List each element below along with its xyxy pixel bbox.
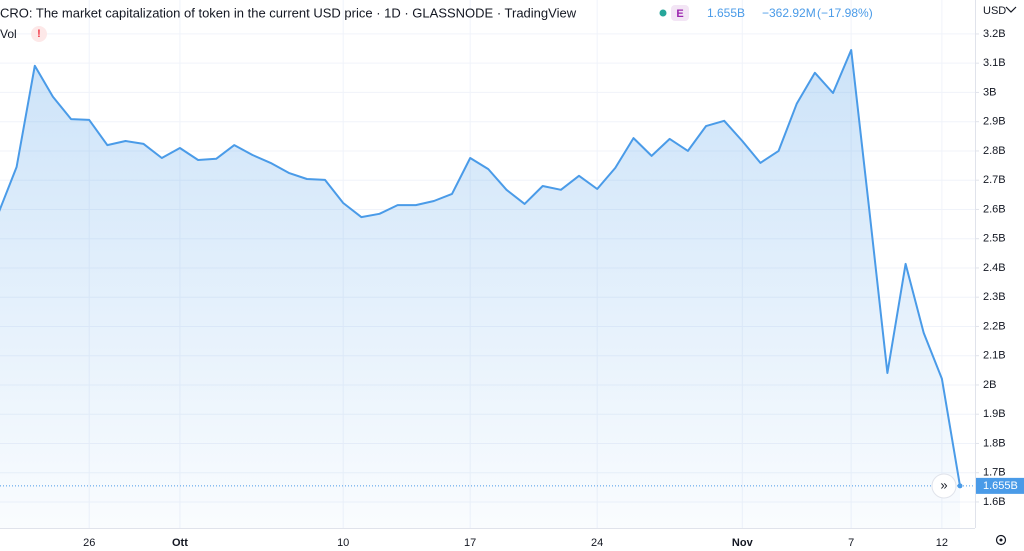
scroll-button[interactable] bbox=[931, 473, 957, 499]
unit-dropdown[interactable] bbox=[1005, 6, 1017, 13]
y-tick-label: 2.3B bbox=[983, 291, 1006, 303]
y-tick-label: 2.9B bbox=[983, 116, 1006, 128]
x-tick-label: 12 bbox=[936, 537, 948, 549]
warning-mark: ! bbox=[37, 28, 41, 40]
badge-box bbox=[671, 5, 689, 21]
y-tick-label: 1.6B bbox=[983, 496, 1006, 508]
y-tick-label: 3B bbox=[983, 86, 996, 98]
y-tick-label: 2B bbox=[983, 379, 996, 391]
scroll-icon: » bbox=[940, 477, 947, 492]
last-price-tag bbox=[976, 477, 1024, 494]
x-tick-label: 7 bbox=[848, 537, 854, 549]
chart-title: CRO: The market capitalization of token … bbox=[0, 5, 577, 20]
change: −362.92M bbox=[762, 6, 816, 20]
last-value: 1.655B bbox=[707, 6, 745, 20]
status-dot bbox=[659, 9, 667, 17]
y-tick-label: 1.7B bbox=[983, 467, 1006, 479]
badge: E bbox=[676, 8, 683, 20]
last-price-label: 1.655B bbox=[983, 480, 1018, 492]
area-fill bbox=[0, 50, 960, 528]
gear bbox=[995, 534, 1007, 546]
x-tick-label: 24 bbox=[591, 537, 603, 549]
last-point bbox=[957, 483, 963, 489]
x-tick-label: 10 bbox=[337, 537, 349, 549]
y-tick-label: 2.8B bbox=[983, 145, 1006, 157]
x-tick-label: Ott bbox=[172, 537, 188, 549]
x-tick-label: Nov bbox=[732, 537, 754, 549]
indicator: Vol bbox=[0, 27, 17, 41]
y-tick-label: 2.1B bbox=[983, 350, 1006, 362]
price-line bbox=[0, 49, 961, 487]
change-pct: (−17.98%) bbox=[817, 6, 873, 20]
y-tick-label: 1.8B bbox=[983, 437, 1006, 449]
y-tick-label: 2.2B bbox=[983, 320, 1006, 332]
y-tick-label: 2.6B bbox=[983, 203, 1006, 215]
y-tick-label: 3.2B bbox=[983, 28, 1006, 40]
gear-center bbox=[999, 538, 1003, 542]
x-tick-label: 17 bbox=[464, 537, 476, 549]
y-unit: USD bbox=[983, 5, 1006, 17]
warning-icon[interactable] bbox=[31, 26, 47, 42]
y-tick-label: 2.5B bbox=[983, 233, 1006, 245]
y-tick-label: 3.1B bbox=[983, 57, 1006, 69]
y-tick-label: 1.9B bbox=[983, 408, 1006, 420]
y-tick-label: 2.4B bbox=[983, 262, 1006, 274]
y-tick-label: 2.7B bbox=[983, 174, 1006, 186]
x-tick-label: 26 bbox=[83, 537, 95, 549]
settings-icon[interactable] bbox=[995, 534, 1007, 546]
